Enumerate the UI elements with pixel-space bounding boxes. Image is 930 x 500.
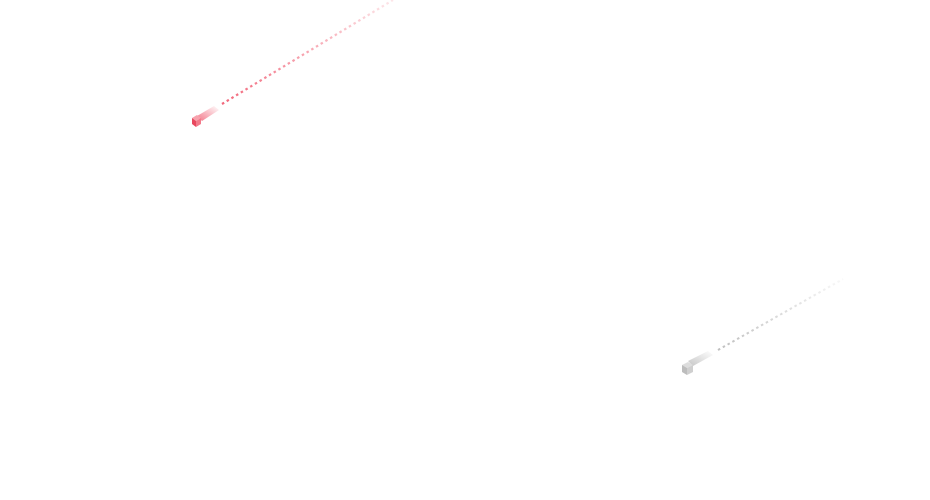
gray-meteor-head-side [687, 365, 693, 375]
red-meteor-head-top [192, 115, 201, 121]
red-meteor-head-front [192, 118, 196, 127]
red-meteor-head-side [196, 118, 201, 127]
gray-meteor-trail [688, 351, 713, 366]
red-meteor-dotted-tail [221, 0, 394, 105]
red-meteor-trail [197, 106, 219, 121]
gray-meteor [682, 278, 844, 375]
red-meteor [192, 0, 394, 127]
gray-meteor-head-top [682, 362, 693, 368]
gray-meteor-head-front [682, 365, 687, 375]
gray-meteor-dotted-tail [717, 278, 844, 351]
